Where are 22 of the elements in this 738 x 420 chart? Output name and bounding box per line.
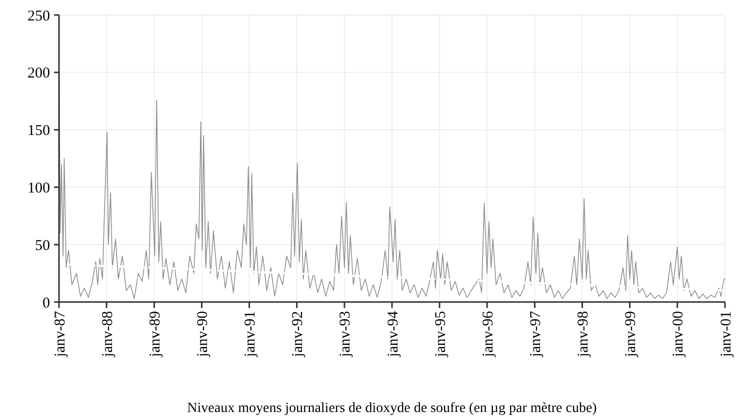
x-tick-label: janv-01	[718, 311, 734, 358]
x-tick-label: janv-88	[100, 311, 116, 358]
x-tick-label: janv-94	[385, 310, 402, 358]
x-tick-label: janv-95	[432, 311, 449, 358]
x-tick-label: janv-89	[147, 311, 164, 358]
x-tick-label: janv-97	[528, 310, 544, 358]
x-axis-title: Niveaux moyens journaliers de dioxyde de soufre (en µg par mètre cube)	[187, 401, 598, 416]
y-tick-label: 150	[28, 123, 50, 140]
y-tick-label: 250	[28, 8, 50, 24]
x-tick-label: janv-98	[576, 311, 592, 358]
y-tick-label: 200	[28, 66, 50, 82]
y-tick-label: 0	[42, 295, 50, 312]
x-tick-label: janv-00	[670, 311, 687, 358]
x-tick-label: janv-99	[623, 311, 640, 358]
x-tick-label: janv-93	[338, 311, 354, 358]
x-tick-label: janv-87	[52, 310, 68, 358]
y-tick-label: 100	[28, 180, 50, 196]
x-tick-label: janv-90	[194, 311, 211, 358]
x-tick-label: janv-96	[480, 310, 496, 358]
x-tick-label: janv-92	[290, 311, 306, 358]
y-tick-label: 50	[35, 238, 50, 254]
x-tick-label: janv-91	[242, 311, 259, 358]
